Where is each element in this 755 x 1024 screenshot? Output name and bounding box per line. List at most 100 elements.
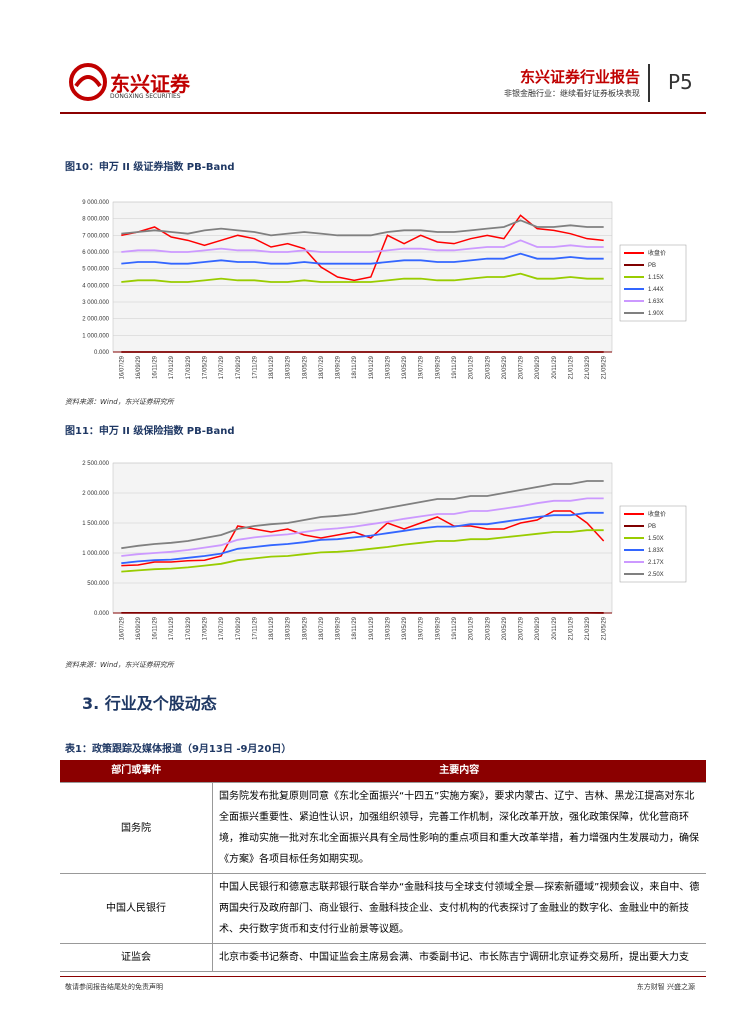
x-tick-label: 17/09/29 — [236, 355, 242, 379]
legend-label: 1.83X — [648, 548, 664, 554]
x-tick-label: 18/07/29 — [319, 355, 325, 379]
table: 部门或事件 主要内容 国务院 国务院发布批复原则同意《东北全面振兴“十四五”实施方案… — [60, 760, 706, 972]
source: 资料来源：Wind，东兴证券研究所 — [65, 661, 174, 669]
legend-label: PB — [648, 524, 656, 530]
y-tick-label: 2 500.000 — [82, 461, 109, 467]
x-tick-label: 18/01/29 — [269, 616, 275, 640]
legend-label: 1.50X — [648, 536, 664, 542]
footer-left: 敬请参阅报告结尾处的免责声明 — [65, 983, 163, 991]
x-tick-label: 19/01/29 — [369, 355, 375, 379]
x-tick-label: 19/11/29 — [452, 616, 458, 640]
header-rule — [60, 112, 706, 114]
logo-icon — [69, 63, 107, 101]
y-tick-label: 6 000.000 — [82, 250, 109, 256]
cell: 国务院 — [60, 782, 213, 874]
x-tick-label: 17/05/29 — [202, 355, 208, 379]
table-row: 证监会 北京市委书记蔡奇、中国证监会主席易会满、市委副书记、市长陈吉宁调研北京证券… — [60, 943, 706, 972]
plot-area — [112, 201, 613, 353]
report-subtitle: 非银金融行业：继续看好证券板块表现 — [504, 89, 640, 98]
y-tick-label: 0.000 — [94, 350, 110, 356]
y-tick-label: 1 000.000 — [82, 333, 109, 339]
x-tick-label: 19/07/29 — [419, 616, 425, 640]
x-tick-label: 19/03/29 — [385, 355, 391, 379]
legend-label: 收盘价 — [648, 510, 666, 518]
legend-label: 1.90X — [648, 311, 664, 317]
x-tick-label: 16/07/29 — [119, 616, 125, 640]
section-heading: 3. 行业及个股动态 — [82, 694, 217, 713]
legend-box — [619, 505, 687, 583]
x-tick-label: 19/09/29 — [435, 616, 441, 640]
cell: 证监会 — [60, 943, 213, 972]
x-tick-label: 21/01/29 — [568, 616, 574, 640]
x-tick-label: 21/03/29 — [585, 616, 591, 640]
table-row: 中国人民银行 中国人民银行和德意志联邦银行联合举办“金融科技与全球支付领域全景—探… — [60, 873, 706, 944]
y-tick-label: 500.000 — [87, 581, 109, 587]
x-tick-label: 21/05/29 — [602, 616, 608, 640]
x-tick-label: 18/05/29 — [302, 616, 308, 640]
x-tick-label: 20/01/29 — [469, 616, 475, 640]
series-line — [121, 214, 604, 282]
y-tick-label: 8 000.000 — [82, 217, 109, 223]
divider — [648, 64, 650, 102]
y-tick-label: 4 000.000 — [82, 283, 109, 289]
x-tick-label: 16/09/29 — [136, 616, 142, 640]
x-tick-label: 17/01/29 — [169, 355, 175, 379]
x-tick-label: 19/05/29 — [402, 616, 408, 640]
series-line — [121, 510, 605, 567]
footer-rule — [60, 976, 706, 977]
logo-text: 东兴证券 — [110, 72, 190, 96]
x-tick-label: 20/11/29 — [552, 616, 558, 640]
x-tick-label: 20/05/29 — [502, 616, 508, 640]
cell: 中国人民银行 — [60, 873, 213, 944]
series-line — [121, 480, 604, 550]
y-tick-label: 0.000 — [94, 611, 110, 617]
y-tick-label: 1 000.000 — [82, 551, 109, 557]
y-tick-label: 2 000.000 — [82, 317, 109, 323]
x-tick-label: 16/09/29 — [136, 355, 142, 379]
x-tick-label: 17/01/29 — [169, 616, 175, 640]
x-tick-label: 17/05/29 — [202, 616, 208, 640]
x-tick-label: 17/11/29 — [252, 616, 258, 640]
x-tick-label: 20/09/29 — [535, 616, 541, 640]
x-tick-label: 17/07/29 — [219, 616, 225, 640]
x-tick-label: 17/11/29 — [252, 355, 258, 379]
series-line — [121, 252, 604, 265]
x-tick-label: 18/09/29 — [336, 616, 342, 640]
source: 资料来源：Wind，东兴证券研究所 — [65, 398, 174, 406]
x-tick-label: 18/09/29 — [336, 355, 342, 379]
x-tick-label: 19/11/29 — [452, 355, 458, 379]
report-title: 东兴证券行业报告 — [519, 68, 640, 86]
series-line — [121, 511, 604, 565]
x-tick-label: 20/03/29 — [485, 355, 491, 379]
legend-label: 2.50X — [648, 572, 664, 578]
page-number: P5 — [668, 70, 693, 94]
x-tick-label: 21/05/29 — [602, 355, 608, 379]
x-tick-label: 19/01/29 — [369, 616, 375, 640]
chart: 0.000 1 000.000 2 000.000 3 000.000 4 000.00… — [82, 200, 687, 379]
x-tick-label: 19/03/29 — [385, 616, 391, 640]
series-line — [121, 219, 604, 237]
figure-title: 图10：申万 II 级证券指数 PB-Band — [65, 162, 235, 173]
series-line — [121, 272, 604, 283]
header-cell: 部门或事件 — [60, 760, 213, 783]
x-tick-label: 16/07/29 — [119, 355, 125, 379]
y-tick-label: 5 000.000 — [82, 267, 109, 273]
series-line — [121, 529, 604, 573]
x-tick-label: 18/01/29 — [269, 355, 275, 379]
x-tick-label: 20/09/29 — [535, 355, 541, 379]
y-tick-label: 3 000.000 — [82, 300, 109, 306]
y-tick-label: 1 500.000 — [82, 521, 109, 527]
legend-label: 2.17X — [648, 560, 664, 566]
legend-label: PB — [648, 263, 656, 269]
x-tick-label: 19/05/29 — [402, 355, 408, 379]
x-tick-label: 18/11/29 — [352, 355, 358, 379]
plot-area — [112, 462, 613, 614]
y-tick-label: 7 000.000 — [82, 233, 109, 239]
x-tick-label: 17/03/29 — [186, 616, 192, 640]
x-tick-label: 18/03/29 — [286, 355, 292, 379]
y-tick-label: 2 000.000 — [82, 491, 109, 497]
chart: 0.000 500.000 1 000.000 1 500.000 2 000.000 2… — [82, 461, 687, 640]
cell: 北京市委书记蔡奇、中国证监会主席易会满、市委副书记、市长陈吉宁调研北京证券交易所… — [212, 943, 706, 972]
legend-box — [619, 244, 687, 322]
